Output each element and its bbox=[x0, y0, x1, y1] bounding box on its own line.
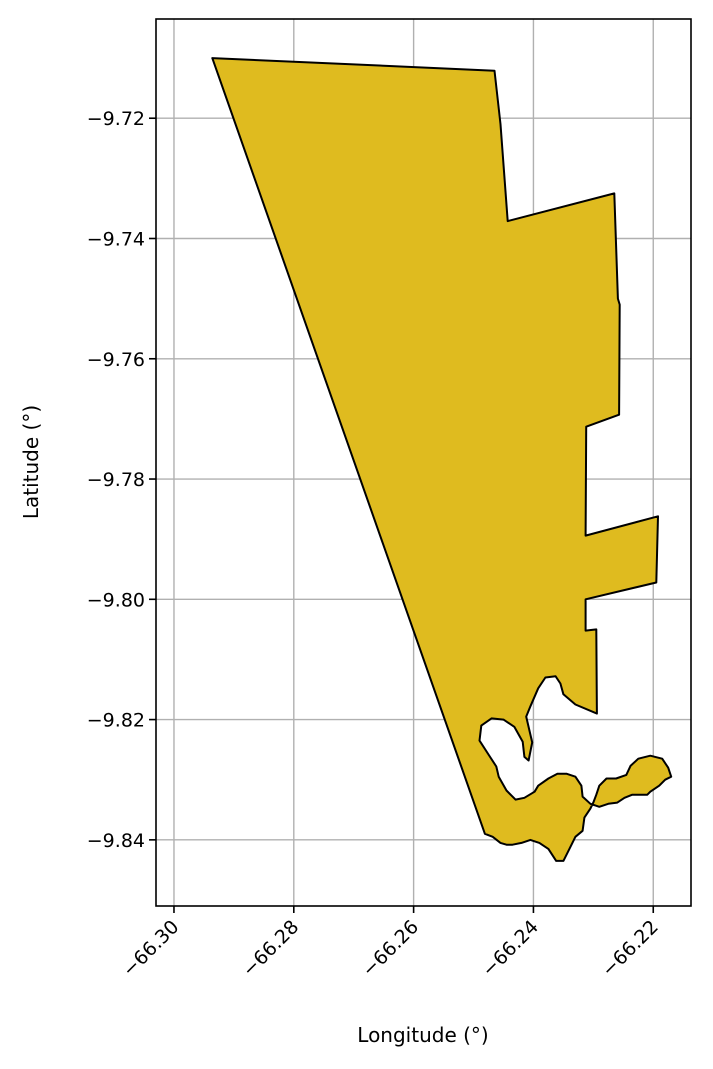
region-polygon bbox=[211, 57, 673, 862]
y-tick-label-3: −9.78 bbox=[87, 469, 145, 491]
y-axis-ticks: −9.72 −9.74 −9.76 −9.78 −9.80 −9.82 −9.84 bbox=[87, 108, 156, 852]
y-tick-label-6: −9.84 bbox=[87, 830, 145, 852]
plot-frame bbox=[155, 18, 692, 907]
polygon-layer bbox=[211, 57, 673, 862]
y-tick-label-1: −9.74 bbox=[87, 228, 145, 250]
y-tick-label-5: −9.82 bbox=[87, 710, 145, 732]
y-tick-label-2: −9.76 bbox=[87, 349, 145, 371]
x-axis-label: Longitude (°) bbox=[357, 1023, 488, 1047]
y-tick-label-4: −9.80 bbox=[87, 589, 145, 611]
y-tick-label-0: −9.72 bbox=[87, 108, 145, 130]
y-axis-label: Latitude (°) bbox=[19, 405, 43, 519]
